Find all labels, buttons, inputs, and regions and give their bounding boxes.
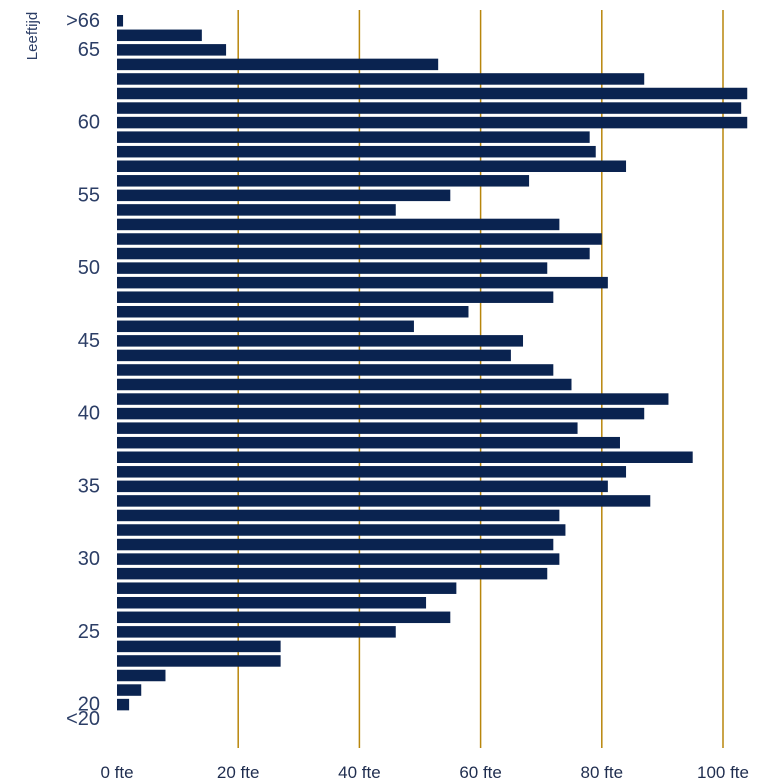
bar-52 xyxy=(117,233,602,245)
bar-49 xyxy=(117,276,608,289)
x-tick-label: 20 fte xyxy=(217,763,260,782)
bar-65 xyxy=(117,44,227,56)
y-tick-label: 20 xyxy=(78,694,100,716)
bar-66 xyxy=(117,29,202,42)
y-tick-label: 40 xyxy=(78,403,100,425)
bar-40 xyxy=(117,407,645,420)
bar-26 xyxy=(117,611,451,624)
bar-46 xyxy=(117,320,414,333)
bar-64 xyxy=(117,58,439,71)
bar-34 xyxy=(117,495,651,507)
bar-30 xyxy=(117,553,560,565)
bar-60 xyxy=(117,116,748,129)
bar-41 xyxy=(117,393,669,405)
x-tick-label: 60 fte xyxy=(459,763,502,782)
bar-58 xyxy=(117,145,596,158)
bar-21 xyxy=(117,684,142,696)
bar-43 xyxy=(117,364,554,376)
bar-47 xyxy=(117,306,469,318)
bar-20 xyxy=(117,698,130,711)
bar-31 xyxy=(117,538,554,551)
bar-35 xyxy=(117,480,608,493)
x-tick-label: 40 fte xyxy=(338,763,381,782)
bar-25 xyxy=(117,626,396,638)
x-tick-label: 100 fte xyxy=(697,763,749,782)
bar-24 xyxy=(117,640,281,653)
x-tick-label: 0 fte xyxy=(100,763,133,782)
bar-27 xyxy=(117,597,427,609)
bar-62 xyxy=(117,87,748,100)
bar-54 xyxy=(117,204,396,216)
bar-38 xyxy=(117,436,620,449)
y-axis-title: Leeftijd xyxy=(24,12,41,60)
bar-37 xyxy=(117,451,693,463)
bar-57 xyxy=(117,160,627,172)
bar-22 xyxy=(117,669,166,682)
bar-53 xyxy=(117,218,560,231)
bars xyxy=(117,15,748,711)
bar-63 xyxy=(117,73,645,85)
y-tick-label: 30 xyxy=(78,548,100,570)
x-tick-labels: 0 fte 20 fte 40 fte 60 fte 80 fte 100 fte xyxy=(100,763,749,782)
y-tick-label: 50 xyxy=(78,257,100,279)
bar-33 xyxy=(117,509,560,522)
x-tick-label: 80 fte xyxy=(581,763,624,782)
y-tick-label: >66 xyxy=(66,10,100,32)
bar-39 xyxy=(117,422,578,434)
bar->66 xyxy=(117,15,124,27)
bar-29 xyxy=(117,567,548,580)
bar-56 xyxy=(117,175,530,187)
bar-36 xyxy=(117,466,627,478)
bar-32 xyxy=(117,524,566,536)
bar-51 xyxy=(117,247,590,260)
y-tick-label: 35 xyxy=(78,475,100,497)
y-tick-label: 55 xyxy=(78,184,100,206)
bar-55 xyxy=(117,189,451,202)
y-tick-label: <20 xyxy=(66,708,100,730)
bar-28 xyxy=(117,582,457,594)
y-tick-labels: >66 65 60 55 50 45 40 35 30 25 20<20 xyxy=(66,10,100,730)
bar-23 xyxy=(117,655,281,667)
bar-48 xyxy=(117,291,554,303)
bar-42 xyxy=(117,378,572,391)
y-tick-label: 60 xyxy=(78,112,100,134)
bar-50 xyxy=(117,262,548,274)
bar-61 xyxy=(117,102,742,114)
bar-44 xyxy=(117,349,511,362)
y-tick-label: 45 xyxy=(78,330,100,352)
y-tick-label: 25 xyxy=(78,621,100,643)
bar-45 xyxy=(117,335,524,347)
bar-59 xyxy=(117,131,590,143)
y-tick-label: 65 xyxy=(78,39,100,61)
